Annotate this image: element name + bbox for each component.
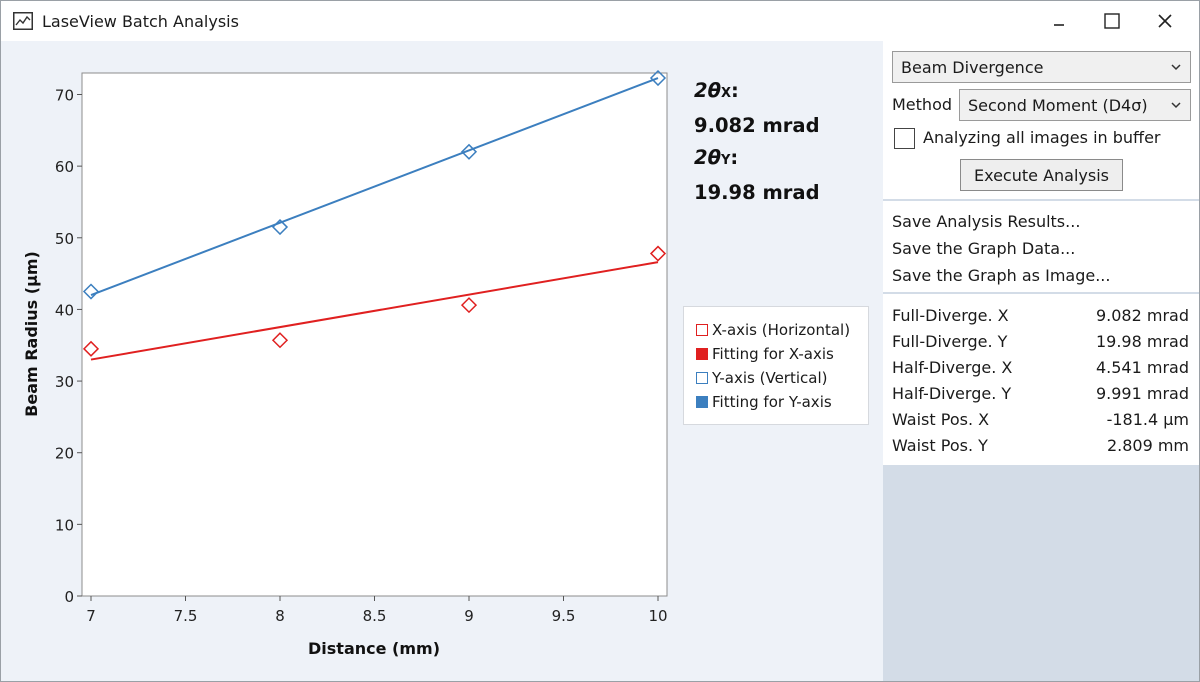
result-key: Half-Diverge. X: [892, 358, 1013, 377]
y-tick-label: 20: [55, 445, 74, 463]
x-divergence-value: 9.082 mrad: [694, 114, 820, 137]
open-blue-square-icon: [696, 372, 708, 384]
y-divergence-symbol: 2θ: [694, 146, 721, 169]
x-tick-label: 8.5: [363, 607, 387, 625]
result-value: 9.082 mrad: [1095, 306, 1189, 325]
x-tick-label: 9.5: [552, 607, 576, 625]
beam-radius-chart: 0 10 20 30 40 50 60 70 7 7.5 8 8.5 9 9.5 10 Distance …: [22, 69, 668, 658]
save-links: Save Analysis Results... Save the Graph …: [883, 201, 1199, 292]
result-row: Waist Pos. Y 2.809 mm: [892, 436, 1189, 458]
results-list: Full-Diverge. X 9.082 mrad Full-Diverge.…: [883, 294, 1199, 465]
execute-analysis-button[interactable]: Execute Analysis: [960, 159, 1123, 191]
legend-label: Y-axis (Vertical): [712, 369, 828, 387]
x-tick-label: 10: [648, 607, 667, 625]
analysis-settings: Beam Divergence Method Second Moment (D4…: [883, 41, 1199, 199]
close-button[interactable]: [1139, 1, 1191, 41]
analysis-type-value: Beam Divergence: [901, 57, 1044, 77]
y-tick-label: 60: [55, 158, 74, 176]
x-divergence-heading: 2θX:: [694, 79, 739, 102]
method-label: Method: [892, 95, 953, 114]
open-red-square-icon: [696, 324, 708, 336]
result-key: Full-Diverge. Y: [892, 332, 1008, 351]
y-divergence-subscript: Y: [720, 153, 731, 168]
close-icon: [1158, 14, 1172, 28]
chevron-down-icon: [1171, 64, 1181, 71]
x-tick-label: 8: [275, 607, 285, 625]
legend-label: Fitting for X-axis: [712, 345, 834, 363]
maximize-icon: [1104, 13, 1120, 29]
y-tick-label: 30: [55, 373, 74, 391]
y-axis-label: Beam Radius (µm): [22, 251, 41, 417]
analysis-panel: Beam Divergence Method Second Moment (D4…: [883, 41, 1199, 681]
x-axis-label: Distance (mm): [308, 639, 440, 658]
x-tick-label: 7.5: [174, 607, 198, 625]
filled-blue-square-icon: [696, 396, 708, 408]
chart-legend: X-axis (Horizontal) Fitting for X-axis Y…: [683, 306, 869, 425]
result-row: Waist Pos. X -181.4 µm: [892, 410, 1189, 432]
legend-item-y-fit: Fitting for Y-axis: [696, 392, 832, 412]
legend-label: Fitting for Y-axis: [712, 393, 832, 411]
x-divergence-subscript: X: [720, 86, 731, 101]
window-title: LaseView Batch Analysis: [42, 12, 239, 31]
data-point: [649, 245, 667, 262]
fit-line: [90, 77, 659, 297]
buffer-checkbox[interactable]: [894, 128, 915, 149]
result-row: Half-Diverge. X 4.541 mrad: [892, 358, 1189, 380]
y-tick-label: 50: [55, 230, 74, 248]
result-value: 2.809 mm: [1106, 436, 1189, 455]
result-row: Half-Diverge. Y 9.991 mrad: [892, 384, 1189, 406]
y-tick-label: 40: [55, 301, 74, 319]
x-divergence-symbol: 2θ: [694, 79, 721, 102]
y-tick-label: 0: [64, 588, 74, 606]
result-value: 4.541 mrad: [1095, 358, 1189, 377]
minimize-button[interactable]: [1033, 1, 1085, 41]
result-key: Half-Diverge. Y: [892, 384, 1012, 403]
plot-frame: [81, 72, 668, 597]
result-value: 9.991 mrad: [1095, 384, 1189, 403]
data-point: [460, 143, 478, 160]
data-point: [82, 283, 100, 300]
method-value: Second Moment (D4σ): [968, 95, 1148, 115]
data-point: [271, 218, 289, 236]
save-graph-image-link[interactable]: Save the Graph as Image...: [892, 266, 1111, 285]
divergence-summary: 2θX: 9.082 mrad 2θY: 19.98 mrad: [694, 75, 820, 209]
result-value: -181.4 µm: [1106, 410, 1189, 429]
save-results-link[interactable]: Save Analysis Results...: [892, 212, 1081, 231]
buffer-checkbox-label[interactable]: Analyzing all images in buffer: [923, 128, 1161, 147]
fit-line: [90, 261, 659, 361]
result-value: 19.98 mrad: [1095, 332, 1189, 351]
minimize-icon: [1054, 24, 1064, 26]
y-tick-label: 10: [55, 516, 74, 534]
data-point: [271, 332, 289, 349]
analysis-type-dropdown[interactable]: Beam Divergence: [892, 51, 1191, 83]
x-tick-label: 9: [464, 607, 474, 625]
legend-item-y-axis: Y-axis (Vertical): [696, 368, 827, 388]
result-key: Full-Diverge. X: [892, 306, 1009, 325]
y-tick-label: 70: [55, 86, 74, 104]
result-key: Waist Pos. Y: [892, 436, 988, 455]
data-point: [649, 69, 667, 87]
y-divergence-value: 19.98 mrad: [694, 181, 820, 204]
save-graph-data-link[interactable]: Save the Graph Data...: [892, 239, 1076, 258]
result-row: Full-Diverge. X 9.082 mrad: [892, 306, 1189, 328]
method-dropdown[interactable]: Second Moment (D4σ): [959, 89, 1191, 121]
data-point: [82, 340, 100, 357]
filled-red-square-icon: [696, 348, 708, 360]
chevron-down-icon: [1171, 102, 1181, 109]
chart-area: 0 10 20 30 40 50 60 70 7 7.5 8 8.5 9 9.5 10 Distance …: [1, 41, 883, 681]
legend-item-x-fit: Fitting for X-axis: [696, 344, 834, 364]
x-tick-label: 7: [86, 607, 96, 625]
legend-item-x-axis: X-axis (Horizontal): [696, 320, 850, 340]
maximize-button[interactable]: [1086, 1, 1138, 41]
legend-label: X-axis (Horizontal): [712, 321, 851, 339]
app-chart-icon: [13, 12, 33, 30]
title-bar[interactable]: LaseView Batch Analysis: [1, 1, 1199, 41]
data-point: [460, 297, 478, 314]
result-row: Full-Diverge. Y 19.98 mrad: [892, 332, 1189, 354]
result-key: Waist Pos. X: [892, 410, 990, 429]
y-divergence-heading: 2θY:: [694, 146, 739, 169]
